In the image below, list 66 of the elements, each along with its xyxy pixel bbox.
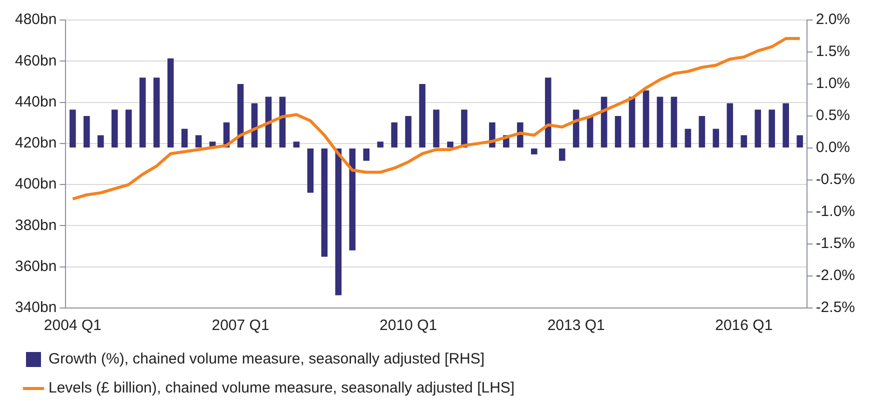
bar xyxy=(670,96,678,148)
bar xyxy=(363,148,370,161)
bar xyxy=(125,110,132,148)
bar xyxy=(712,128,720,148)
bar xyxy=(447,142,454,148)
bar xyxy=(349,148,356,250)
y-tick-label: 400bn xyxy=(14,176,57,193)
y2-tick-label: 0.0% xyxy=(816,139,850,156)
y2-tick-label: -1.0% xyxy=(816,203,856,220)
y2-tick-label: -1.5% xyxy=(816,235,856,252)
y-tick-label: 480bn xyxy=(14,11,57,28)
x-tick-label: 2004 Q1 xyxy=(44,317,102,334)
bar xyxy=(70,110,76,148)
bar xyxy=(628,96,636,148)
bar xyxy=(642,90,650,148)
y-tick-label: 360bn xyxy=(14,258,57,275)
bar xyxy=(321,148,328,257)
bar xyxy=(544,78,552,148)
x-tick-label: 2016 Q1 xyxy=(715,317,773,334)
y-tick-label: 440bn xyxy=(14,93,57,110)
bar xyxy=(181,128,188,148)
bar xyxy=(558,148,566,161)
bar xyxy=(167,58,174,148)
bar xyxy=(377,142,384,148)
bar xyxy=(112,110,118,148)
bar xyxy=(84,116,90,148)
bar xyxy=(307,148,314,193)
bar xyxy=(726,103,734,148)
bar xyxy=(433,110,440,148)
bar xyxy=(335,148,342,296)
bar xyxy=(531,148,538,154)
bar xyxy=(98,135,104,148)
bar xyxy=(768,110,776,148)
y2-tick-label: -2.5% xyxy=(816,299,856,316)
y-tick-label: 460bn xyxy=(14,52,57,70)
bar xyxy=(237,84,244,148)
y2-tick-label: 0.5% xyxy=(816,107,850,124)
y2-tick-label: 1.0% xyxy=(816,75,850,92)
y2-tick-label: 1.5% xyxy=(816,43,850,60)
bar xyxy=(391,122,398,148)
legend-label: Growth (%), chained volume measure, seasonally adjusted [RHS] xyxy=(48,350,485,368)
bar xyxy=(195,135,202,148)
bar xyxy=(461,110,468,148)
y2-tick-label: 2.0% xyxy=(816,11,850,28)
y-tick-label: 420bn xyxy=(14,134,57,152)
bar xyxy=(684,128,692,148)
bar xyxy=(740,135,748,148)
x-tick-label: 2007 Q1 xyxy=(212,317,270,334)
bar xyxy=(796,135,803,148)
bar xyxy=(754,110,762,148)
y-tick-label: 340bn xyxy=(14,299,57,316)
x-tick-label: 2013 Q1 xyxy=(547,317,605,334)
y2-tick-label: -2.0% xyxy=(816,267,856,284)
y2-tick-label: -0.5% xyxy=(816,171,856,188)
y-tick-label: 380bn xyxy=(14,216,57,234)
bar xyxy=(139,78,146,148)
bar xyxy=(614,116,622,148)
bar xyxy=(698,116,706,148)
bar xyxy=(419,84,426,148)
bar xyxy=(782,103,789,148)
x-tick-label: 2010 Q1 xyxy=(380,317,438,334)
legend-label: Levels (£ billion), chained volume measure, seasonally adjusted [LHS] xyxy=(48,380,515,397)
bar xyxy=(405,116,412,148)
bar xyxy=(293,142,300,148)
bar xyxy=(153,78,160,148)
bar xyxy=(656,96,664,148)
